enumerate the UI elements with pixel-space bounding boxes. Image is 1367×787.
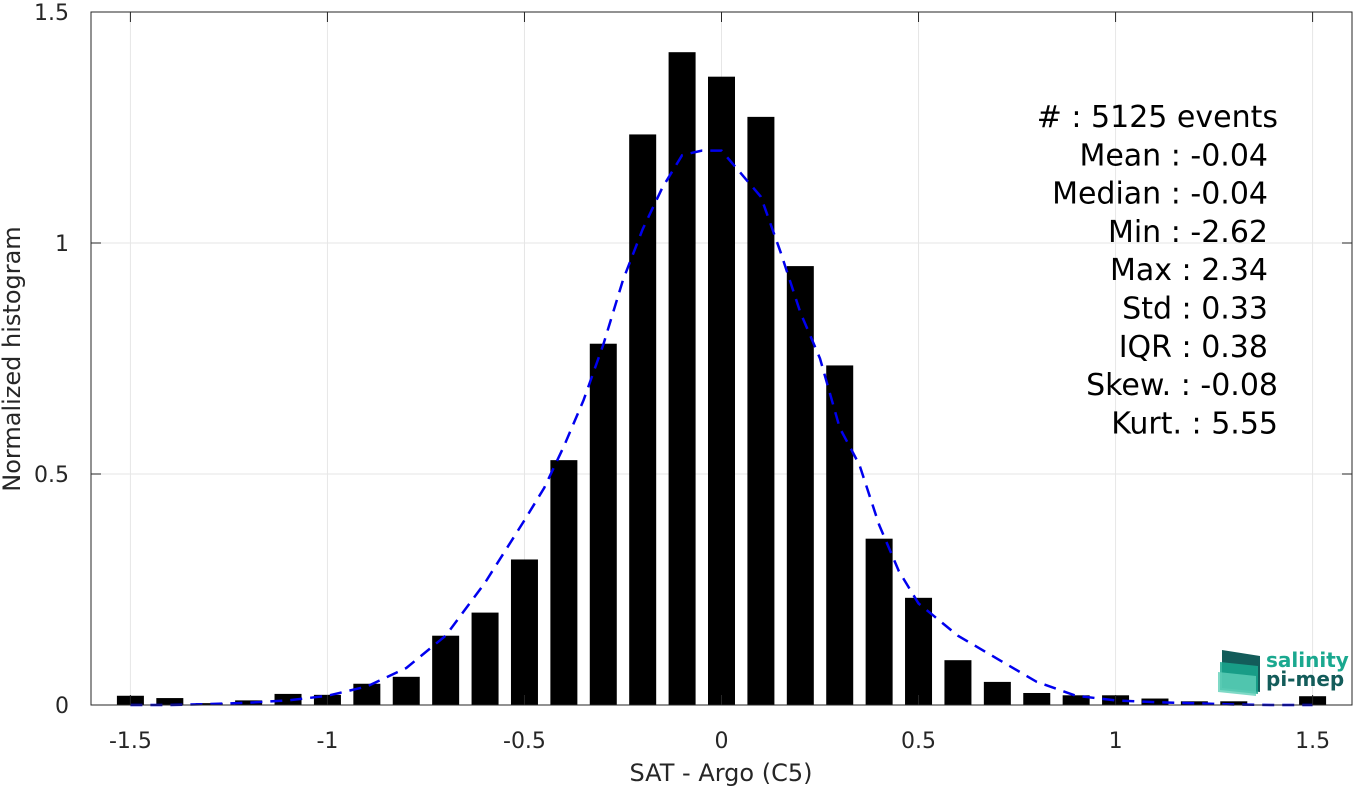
y-tick-label: 1 <box>55 232 69 257</box>
stats-line: Skew. : -0.08 <box>1086 368 1278 403</box>
histogram-bar <box>589 343 617 705</box>
y-tick-label: 0 <box>55 694 69 719</box>
histogram-bar <box>1141 698 1169 705</box>
histogram-bar <box>629 134 657 705</box>
x-tick-label: 1.5 <box>1295 729 1330 754</box>
stats-line: Median : -0.04 <box>1052 177 1268 212</box>
axes-frame <box>90 11 1353 706</box>
stats-line: IQR : 0.38 <box>1119 330 1268 365</box>
stats-line: Max : 2.34 <box>1110 253 1268 288</box>
histogram-bar <box>983 681 1011 705</box>
y-tick-label: 1.5 <box>34 1 69 26</box>
stats-line: Min : -2.62 <box>1108 215 1268 250</box>
histogram-bar <box>510 559 538 705</box>
histogram-bars <box>116 52 1327 706</box>
histogram-bar <box>235 700 263 705</box>
x-tick-label: -0.5 <box>503 729 546 754</box>
histogram-bar <box>865 538 893 705</box>
histogram-bar <box>432 635 460 705</box>
tick-labels: -1.5 -1 -0.5 0 0.5 1 1.5 0 0.5 1 1.5 <box>34 1 1330 754</box>
stats-line: Mean : -0.04 <box>1079 138 1268 173</box>
x-tick-label: 0 <box>715 729 729 754</box>
stats-line: # : 5125 events <box>1037 100 1278 135</box>
y-axis-title: Normalized histogram <box>0 226 26 491</box>
logo-line1: salinity <box>1266 648 1349 672</box>
histogram-bar <box>668 52 696 706</box>
histogram-bar <box>353 683 381 705</box>
x-tick-label: -1 <box>316 729 338 754</box>
histogram-bar <box>1062 695 1090 705</box>
gaussian-fit-line <box>130 149 1313 707</box>
gaussian-fit <box>130 149 1313 707</box>
histogram-bar <box>1220 701 1248 705</box>
histogram-bar <box>550 460 578 705</box>
histogram-bar <box>944 660 972 705</box>
histogram-bar <box>747 116 775 705</box>
logo-line2: pi-mep <box>1266 667 1344 691</box>
histogram-bar <box>195 703 223 705</box>
stats-line: Std : 0.33 <box>1122 292 1268 327</box>
x-tick-label: 0.5 <box>901 729 936 754</box>
histogram-bar <box>392 676 420 705</box>
histogram-bar <box>786 266 814 705</box>
x-tick-label: 1 <box>1109 729 1123 754</box>
salinity-pi-mep-logo: salinity pi-mep <box>1218 648 1349 696</box>
x-axis-title: SAT - Argo (C5) <box>630 759 813 787</box>
histogram-bar <box>274 693 302 705</box>
histogram-bar <box>156 698 184 705</box>
histogram-bar <box>905 597 933 705</box>
logo-icon <box>1218 650 1260 696</box>
x-tick-label: -1.5 <box>109 729 152 754</box>
histogram-bar <box>471 612 499 705</box>
histogram-bar <box>1180 701 1208 705</box>
stats-line: Kurt. : 5.55 <box>1111 406 1278 441</box>
y-tick-label: 0.5 <box>34 463 69 488</box>
histogram-bar <box>708 76 735 706</box>
histogram-bar <box>1023 692 1051 705</box>
histogram-bar <box>826 365 854 705</box>
